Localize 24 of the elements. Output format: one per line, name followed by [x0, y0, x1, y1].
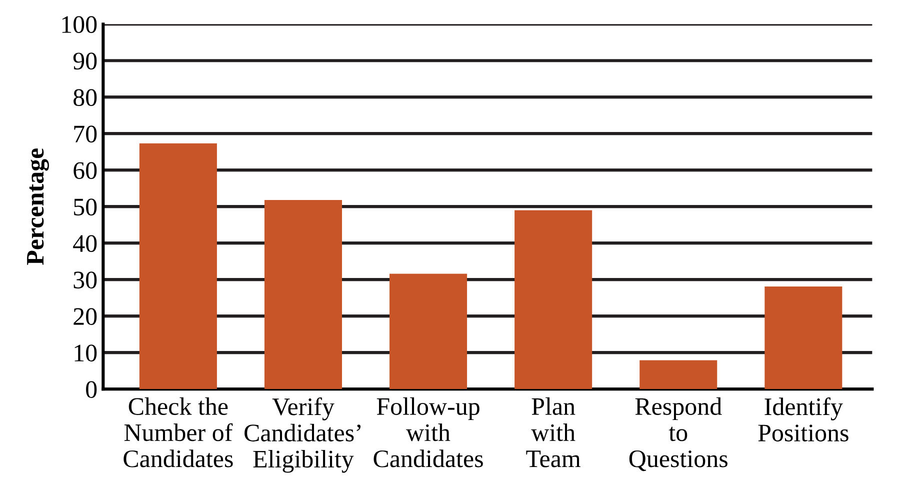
- x-tick-label: Plan with Team: [526, 397, 581, 468]
- y-tick-label: 50: [74, 198, 97, 216]
- y-tick-label: 0: [86, 381, 97, 398]
- x-tick-label: Check the Number of Candidates: [124, 397, 233, 468]
- bar: [640, 360, 718, 390]
- x-tick-label: Respond to Questions: [629, 397, 728, 472]
- bar: [264, 200, 342, 390]
- y-tick-label: 70: [74, 126, 97, 142]
- y-tick-label: 30: [74, 272, 97, 288]
- x-tick-label: Follow-up with Candidates: [374, 397, 483, 468]
- y-tick-label: 100: [62, 16, 97, 34]
- y-tick-label: 90: [73, 52, 97, 70]
- y-tick-label: 60: [74, 162, 97, 179]
- x-tick-label: Identify Positions: [758, 397, 848, 442]
- bar: [764, 286, 842, 390]
- y-tick-label: 10: [74, 344, 97, 362]
- y-tick-label: 20: [74, 308, 97, 325]
- y-tick-label: 40: [73, 235, 97, 252]
- y-axis-title: Percentage: [27, 148, 49, 265]
- bar: [139, 143, 217, 390]
- bar: [514, 210, 592, 390]
- x-tick-label: Verify Candidates’ Eligibility: [244, 397, 361, 473]
- y-tick-label: 80: [74, 89, 97, 106]
- bar: [390, 274, 468, 390]
